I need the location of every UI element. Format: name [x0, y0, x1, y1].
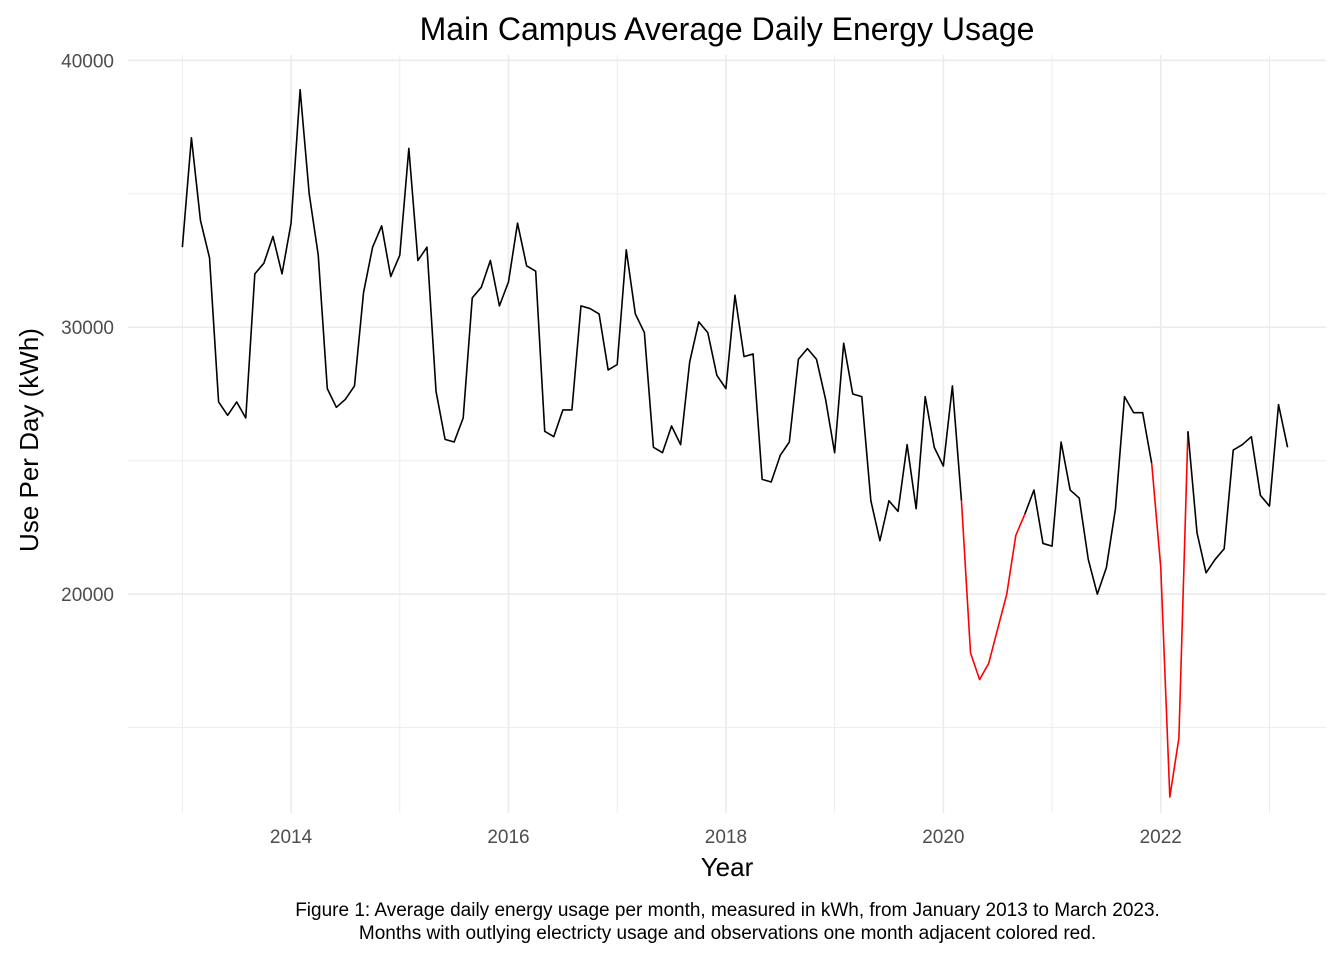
outlier-line-segment	[1150, 431, 1189, 798]
chart-title: Main Campus Average Daily Energy Usage	[420, 11, 1035, 47]
x-tick-label: 2016	[487, 827, 529, 848]
usage-line-segment	[181, 88, 963, 542]
major-gridlines-x	[290, 55, 1162, 813]
x-axis-tick-labels: 2014 2016 2018 2020 2022	[270, 827, 1182, 848]
major-gridlines-y	[128, 59, 1326, 595]
panel-background	[128, 55, 1326, 813]
minor-gridlines-x	[181, 55, 1270, 813]
x-tick-label: 2018	[705, 827, 747, 848]
outlier-line-segment	[960, 500, 1026, 681]
y-axis-title: Use Per Day (kWh)	[14, 328, 44, 552]
y-tick-label: 30000	[61, 318, 114, 339]
figure-caption: Figure 1: Average daily energy usage per…	[130, 899, 1325, 945]
caption-line-1: Figure 1: Average daily energy usage per…	[295, 900, 1160, 921]
line-chart: 20000 30000 40000 2014 2016 2018 2020 2022 Mai…	[14, 11, 1326, 882]
usage-line-segment	[1187, 403, 1289, 574]
x-tick-label: 2022	[1140, 827, 1182, 848]
usage-line-segment	[1024, 395, 1153, 595]
y-tick-label: 40000	[61, 51, 114, 72]
caption-line-2: Months with outlying electricty usage an…	[358, 923, 1097, 944]
x-tick-label: 2020	[922, 827, 964, 848]
usage-series	[181, 88, 1289, 798]
y-tick-label: 20000	[61, 585, 114, 606]
x-tick-label: 2014	[270, 827, 313, 848]
y-axis-tick-labels: 20000 30000 40000	[61, 51, 114, 606]
minor-gridlines-y	[128, 193, 1326, 729]
x-axis-title: Year	[701, 852, 754, 882]
